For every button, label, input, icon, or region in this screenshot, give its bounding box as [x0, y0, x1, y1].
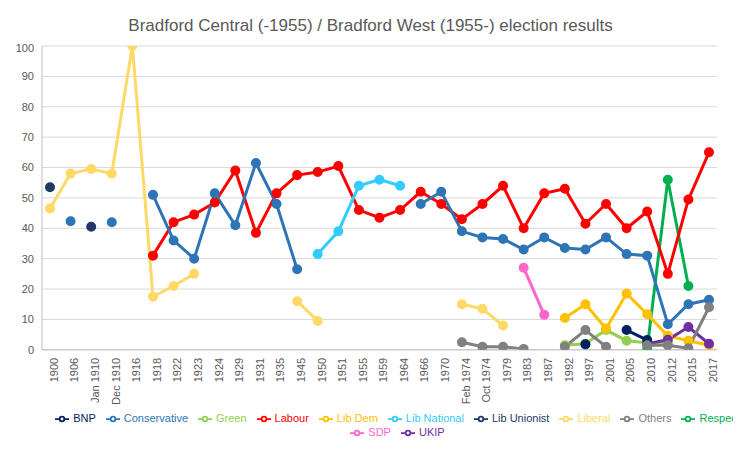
svg-text:1997: 1997: [583, 358, 595, 382]
svg-text:2005: 2005: [624, 358, 636, 382]
html-text:Conservative: Conservative: [123, 411, 188, 424]
svg-text:1951: 1951: [336, 358, 348, 382]
html-text:Lib National: Lib National: [405, 411, 464, 424]
svg-text:1922: 1922: [171, 358, 183, 382]
html-text:UKIP: UKIP: [419, 425, 445, 438]
svg-text:1966: 1966: [418, 358, 430, 382]
svg-text:80: 80: [22, 101, 34, 113]
svg-text:10: 10: [22, 313, 34, 325]
svg-text:1950: 1950: [316, 358, 328, 382]
svg-text:1987: 1987: [542, 358, 554, 382]
svg-text:1992: 1992: [563, 358, 575, 382]
html-text:Liberal: Liberal: [577, 411, 611, 424]
svg-text:1983: 1983: [521, 358, 533, 382]
html-text:SDP: SDP: [368, 425, 391, 438]
svg-text:1935: 1935: [274, 358, 286, 382]
svg-text:Oct 1974: Oct 1974: [480, 358, 492, 403]
svg-text:20: 20: [22, 283, 34, 295]
svg-text:2017: 2017: [707, 358, 719, 382]
svg-text:50: 50: [22, 192, 34, 204]
svg-text:40: 40: [22, 222, 34, 234]
svg-text:1970: 1970: [439, 358, 451, 382]
svg-text:1945: 1945: [295, 358, 307, 382]
svg-text:30: 30: [22, 253, 34, 265]
svg-text:100: 100: [16, 42, 34, 54]
html-text:BNP: BNP: [73, 411, 96, 424]
svg-text:1924: 1924: [213, 358, 225, 382]
html-text:Respect: Respect: [699, 411, 740, 424]
svg-text:2001: 2001: [604, 358, 616, 382]
html-text:Labour: Labour: [274, 411, 309, 424]
svg-text:1900: 1900: [48, 358, 60, 382]
svg-text:2012: 2012: [666, 358, 678, 382]
svg-text:60: 60: [22, 161, 34, 173]
svg-text:1964: 1964: [398, 358, 410, 382]
svg-text:70: 70: [22, 131, 34, 143]
html-text:Green: Green: [216, 411, 247, 424]
svg-text:Dec 1910: Dec 1910: [110, 358, 122, 405]
svg-text:1931: 1931: [254, 358, 266, 382]
svg-text:2015: 2015: [686, 358, 698, 382]
html-text:Others: Others: [638, 411, 672, 424]
svg-text:1979: 1979: [501, 358, 513, 382]
svg-text:0: 0: [28, 344, 34, 356]
html-text:Bradford Central (-1955) / Bra: Bradford Central (-1955) / Bradford West…: [128, 16, 613, 35]
svg-text:1916: 1916: [130, 358, 142, 382]
svg-text:1923: 1923: [192, 358, 204, 382]
svg-text:1955: 1955: [357, 358, 369, 382]
svg-text:1959: 1959: [377, 358, 389, 382]
html-text:Lib Dem: Lib Dem: [336, 411, 378, 424]
svg-text:1918: 1918: [151, 358, 163, 382]
html-text:Lib Unionist: Lib Unionist: [491, 411, 550, 424]
svg-text:2010: 2010: [645, 358, 657, 382]
svg-text:Feb 1974: Feb 1974: [460, 358, 472, 404]
svg-text:1929: 1929: [233, 358, 245, 382]
svg-text:1906: 1906: [68, 358, 80, 382]
svg-text:Jan 1910: Jan 1910: [89, 358, 101, 403]
svg-text:90: 90: [22, 70, 34, 82]
